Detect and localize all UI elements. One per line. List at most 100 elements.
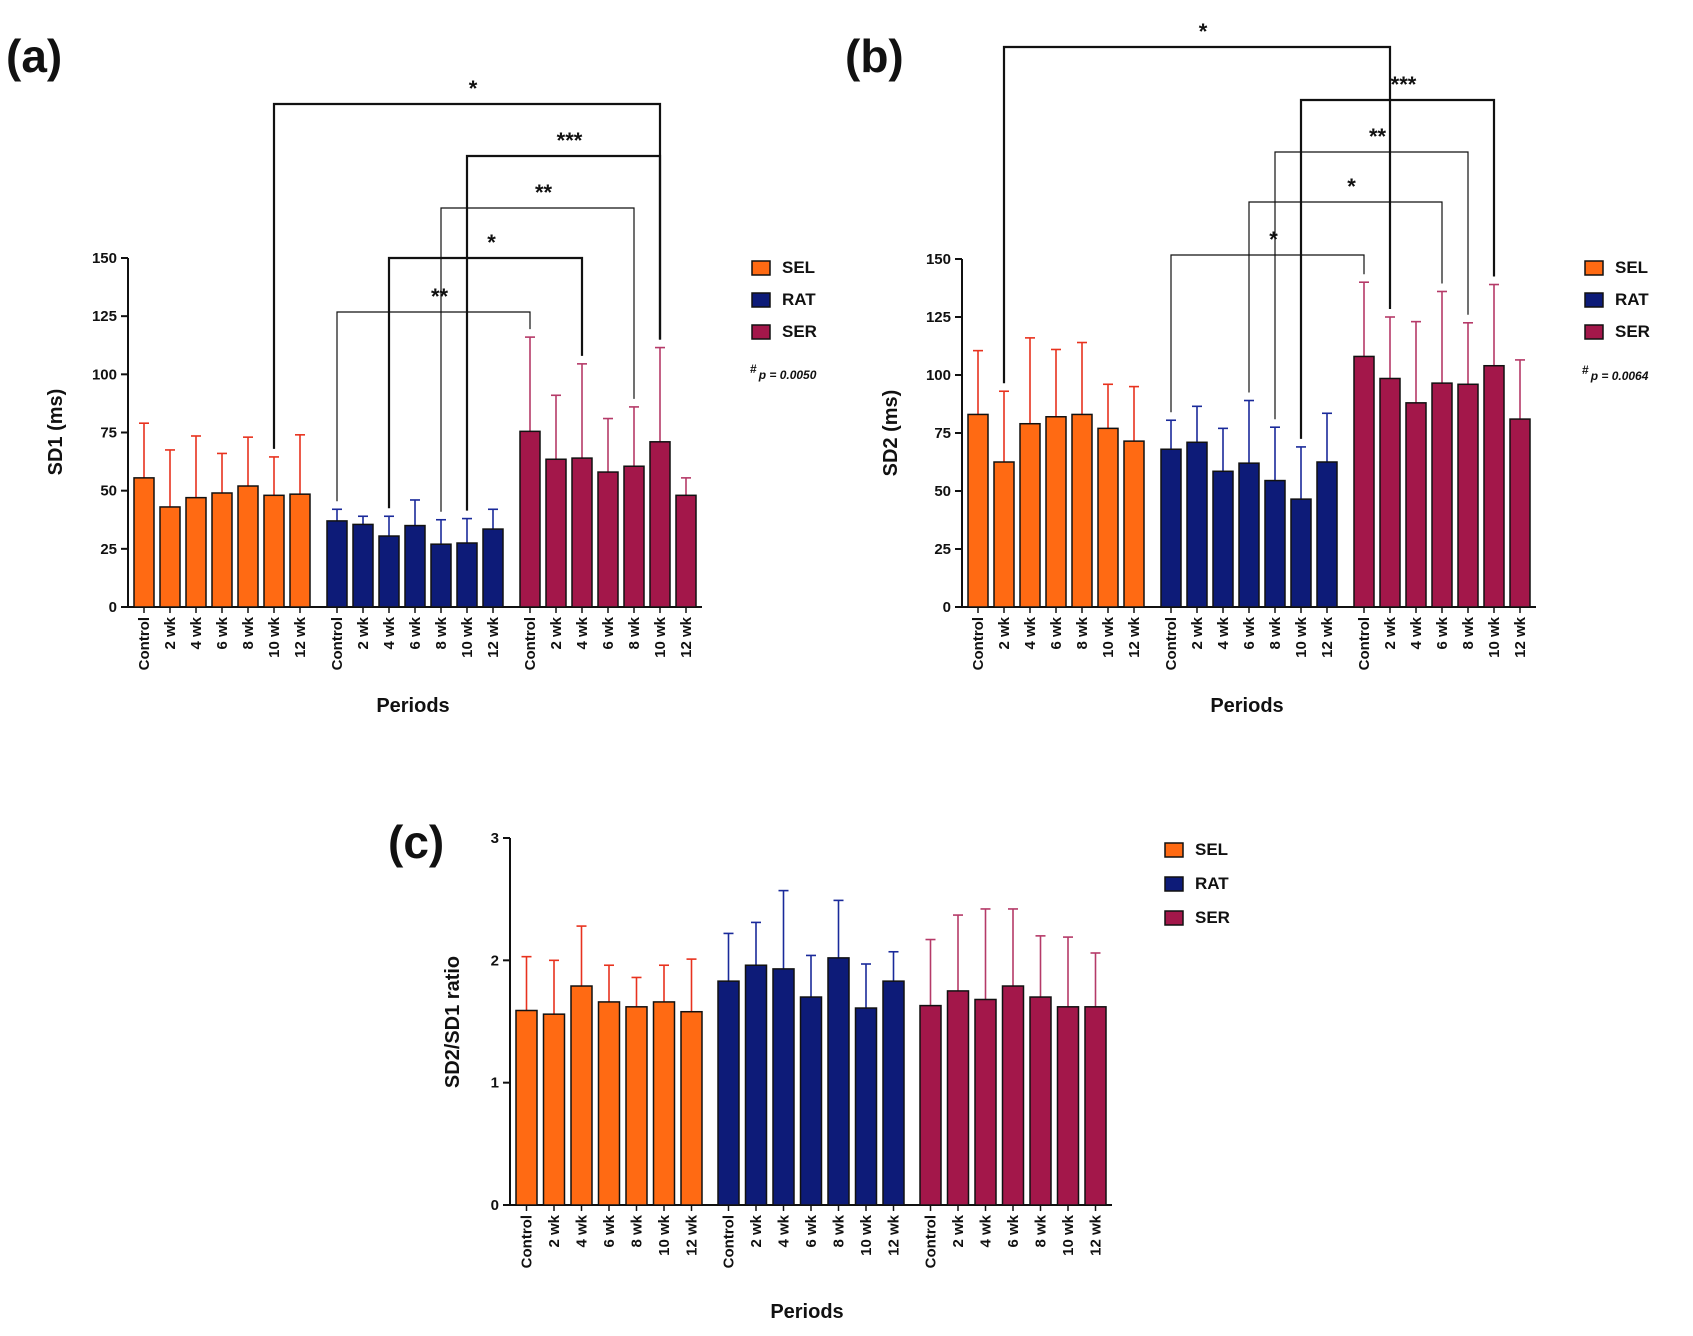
x-tick-label: 2 wk xyxy=(1382,616,1399,649)
bar-ser xyxy=(1056,1006,1080,1206)
x-tick-label: 6 wk xyxy=(601,1214,618,1247)
significance-stars: * xyxy=(1269,227,1278,252)
x-tick-label: 6 wk xyxy=(600,616,617,649)
bar-rat xyxy=(854,1007,878,1206)
x-axis-label: Periods xyxy=(1210,695,1283,717)
x-tick-label: 12 wk xyxy=(684,1214,701,1256)
p-value-text: # p = 0.0050 xyxy=(750,362,817,382)
bar-rat xyxy=(882,980,905,1206)
legend-swatch xyxy=(1164,876,1184,892)
significance-bracket xyxy=(440,207,635,512)
chart-panel-0: (a) 0 25 50 75 100 125 150 SD1 (ms) Periods Contro… xyxy=(6,30,817,717)
x-tick-label: 8 wk xyxy=(626,616,643,649)
bar-ser xyxy=(597,471,619,608)
x-tick-label: 10 wk xyxy=(1486,616,1503,658)
bar-sel xyxy=(289,493,311,608)
bar-rat xyxy=(404,524,426,608)
legend-label: SER xyxy=(1615,322,1650,341)
bar-sel xyxy=(680,1010,703,1206)
y-axis-label: SD1 (ms) xyxy=(45,389,67,476)
y-tick-label: 1 xyxy=(491,1075,499,1092)
y-tick-label: 150 xyxy=(926,251,951,268)
x-tick-label: 8 wk xyxy=(433,616,450,649)
x-tick-label: 12 wk xyxy=(1126,616,1143,658)
legend-label: RAT xyxy=(782,290,816,309)
significance-bracket xyxy=(465,154,662,511)
x-tick-label: 12 wk xyxy=(1319,616,1336,658)
bar-ser xyxy=(1431,382,1453,608)
p-value-text: # p = 0.0064 xyxy=(1582,363,1649,383)
x-tick-label: 8 wk xyxy=(1267,616,1284,649)
x-tick-label: 2 wk xyxy=(1189,616,1206,649)
bar-rat xyxy=(482,528,504,608)
significance-bracket xyxy=(1299,98,1496,439)
significance-bracket xyxy=(1274,151,1469,420)
legend-label: RAT xyxy=(1615,290,1649,309)
x-tick-label: 12 wk xyxy=(1088,1214,1105,1256)
bar-sel xyxy=(515,1009,538,1206)
x-tick-label: Control xyxy=(1356,617,1373,670)
significance-bracket xyxy=(387,256,584,509)
legend-swatch xyxy=(1584,292,1604,308)
legend-label: SEL xyxy=(782,258,815,277)
bar-rat xyxy=(378,535,400,608)
legend-swatch xyxy=(1164,842,1184,858)
x-tick-label: Control xyxy=(1163,617,1180,670)
bar-rat xyxy=(827,957,850,1206)
bar-rat xyxy=(326,520,348,608)
p-value-symbol: # xyxy=(750,362,757,376)
y-tick-label: 150 xyxy=(92,250,117,267)
x-tick-label: 2 wk xyxy=(748,1214,765,1247)
x-tick-label: 10 wk xyxy=(1293,616,1310,658)
x-tick-label: 10 wk xyxy=(652,616,669,658)
x-tick-label: 4 wk xyxy=(978,1214,995,1247)
bar-ser xyxy=(1029,996,1052,1206)
x-tick-label: 12 wk xyxy=(485,616,502,658)
bar-ser xyxy=(946,990,970,1206)
x-tick-label: Control xyxy=(329,617,346,670)
x-tick-label: 12 wk xyxy=(678,616,695,658)
y-tick-label: 0 xyxy=(109,599,117,616)
x-tick-label: Control xyxy=(136,617,153,670)
x-tick-label: 8 wk xyxy=(1033,1214,1050,1247)
bar-rat xyxy=(717,980,740,1206)
significance-stars: ** xyxy=(1369,124,1387,149)
bar-sel xyxy=(625,1006,648,1206)
bar-rat xyxy=(1264,479,1286,608)
x-tick-label: 12 wk xyxy=(886,1214,903,1256)
significance-stars: *** xyxy=(557,128,583,153)
x-tick-label: Control xyxy=(923,1215,940,1268)
bar-sel xyxy=(993,461,1015,608)
x-tick-label: 8 wk xyxy=(240,616,257,649)
x-tick-label: 2 wk xyxy=(546,1214,563,1247)
legend-swatch xyxy=(751,324,771,340)
x-tick-label: 6 wk xyxy=(1434,616,1451,649)
bar-sel xyxy=(133,477,155,608)
y-tick-label: 2 xyxy=(491,952,499,969)
bar-sel xyxy=(1045,416,1067,608)
x-tick-label: 4 wk xyxy=(188,616,205,649)
bar-sel xyxy=(237,485,259,608)
legend-label: RAT xyxy=(1195,874,1229,893)
legend-swatch xyxy=(1584,260,1604,276)
x-tick-label: 8 wk xyxy=(629,1214,646,1247)
significance-stars: * xyxy=(469,76,478,101)
bar-ser xyxy=(1405,402,1427,608)
x-tick-label: 2 wk xyxy=(996,616,1013,649)
legend-label: SER xyxy=(1195,908,1230,927)
y-tick-label: 0 xyxy=(491,1197,499,1214)
p-value-symbol: # xyxy=(1582,363,1589,377)
y-tick-label: 50 xyxy=(934,483,951,500)
x-tick-label: Control xyxy=(522,617,539,670)
bar-rat xyxy=(772,968,795,1206)
x-tick-label: 2 wk xyxy=(950,1214,967,1247)
x-tick-label: 4 wk xyxy=(574,1214,591,1247)
x-axis-label: Periods xyxy=(376,695,449,717)
x-tick-label: 12 wk xyxy=(1512,616,1529,658)
legend-label: SER xyxy=(782,322,817,341)
legend-label: SEL xyxy=(1195,840,1228,859)
x-tick-label: 6 wk xyxy=(407,616,424,649)
chart-panel-2: (c) 0 1 2 3 SD2/SD1 ratio Periods Control 2 wk 4 … xyxy=(388,816,1230,1323)
bar-ser xyxy=(545,458,567,608)
x-tick-label: 4 wk xyxy=(776,1214,793,1247)
